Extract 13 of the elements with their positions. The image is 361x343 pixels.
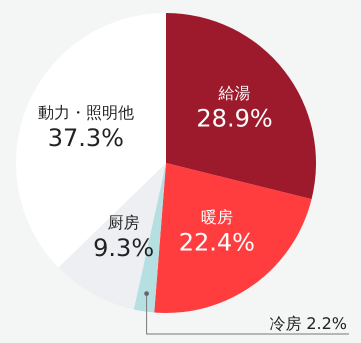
data-label: 28.9% — [196, 104, 273, 132]
pie-slice — [16, 13, 166, 268]
data-label: 9.3% — [93, 234, 154, 262]
slice-label: 動力・照明他 — [38, 103, 134, 122]
data-label: 22.4% — [178, 228, 255, 257]
pie-slice — [166, 13, 316, 200]
pie-slice — [154, 163, 312, 313]
pie-slice — [58, 163, 166, 310]
slice-label: 給湯 — [218, 83, 251, 102]
slice-label: 冷房 2.2% — [269, 314, 347, 333]
slice-label: 暖房 — [200, 208, 233, 227]
data-label: 37.3% — [48, 124, 124, 152]
slice-label: 厨房 — [108, 212, 140, 232]
